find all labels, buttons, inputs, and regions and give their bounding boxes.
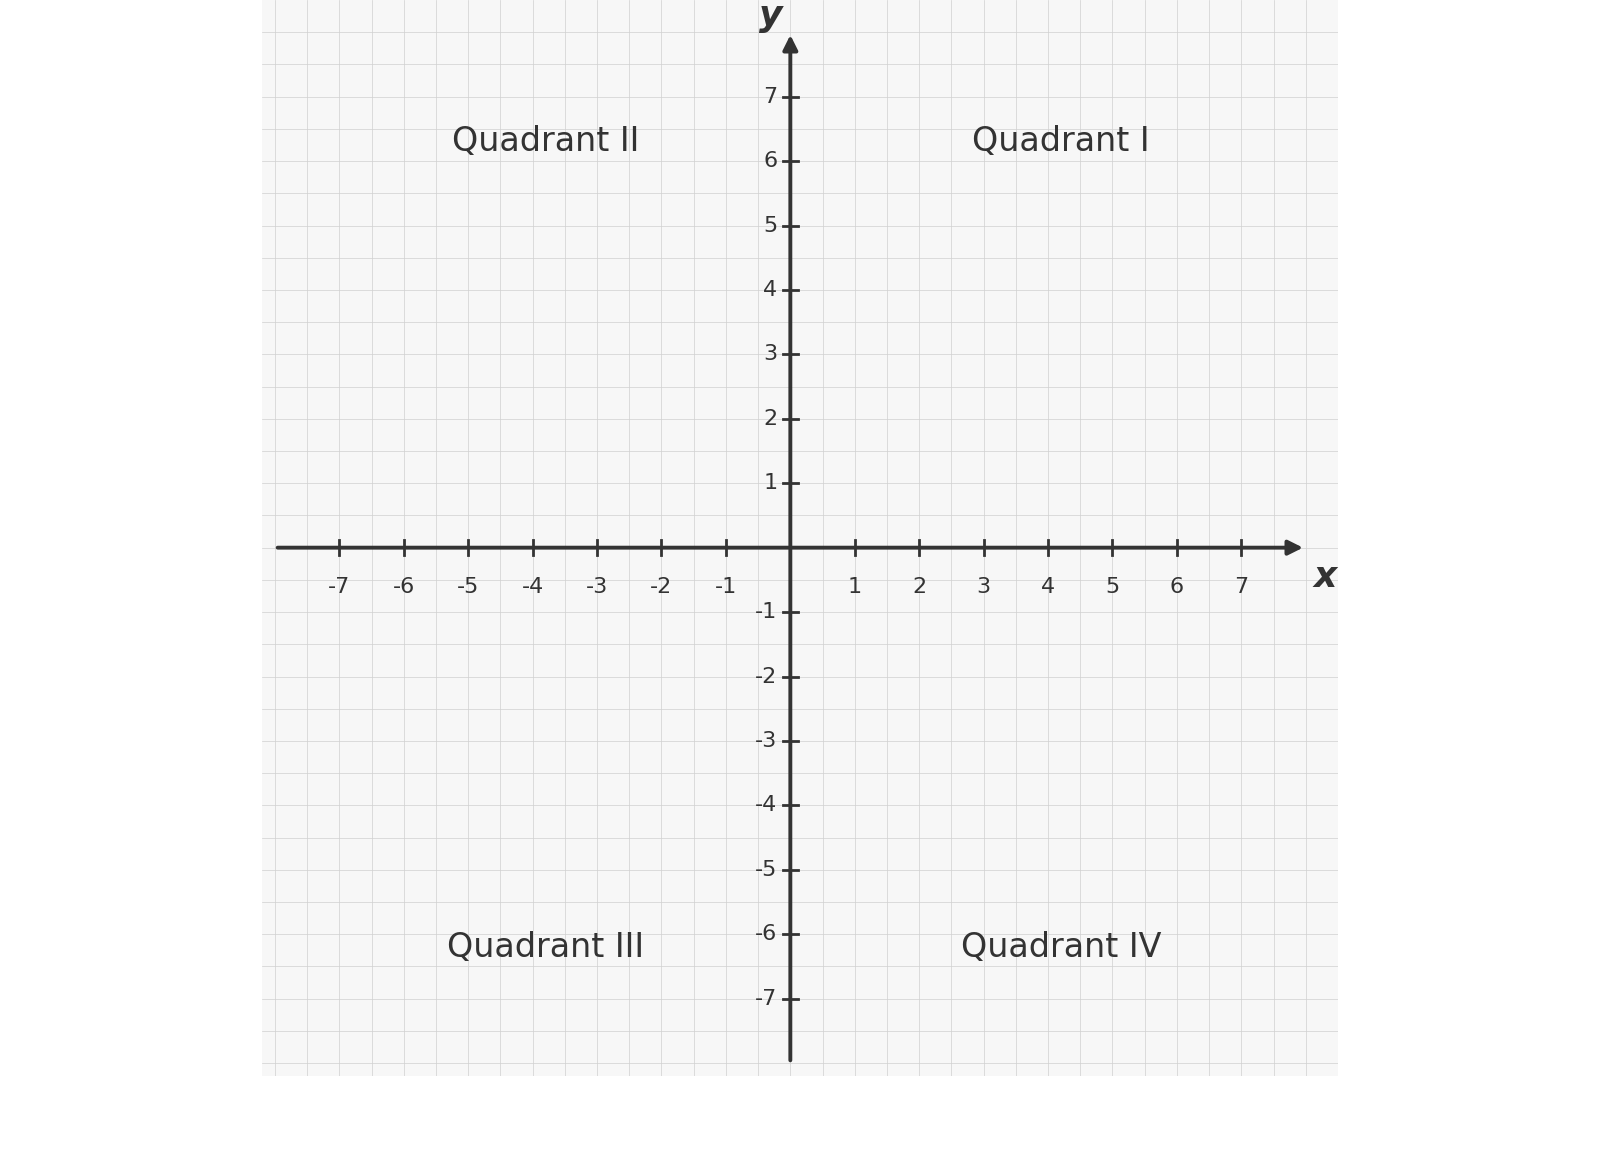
Text: -5: -5 <box>458 576 480 597</box>
Text: 2: 2 <box>912 576 926 597</box>
Text: -6: -6 <box>755 924 778 944</box>
Text: x: x <box>1314 560 1336 594</box>
Text: 6: 6 <box>763 152 778 171</box>
Text: 4: 4 <box>1042 576 1054 597</box>
Text: -3: -3 <box>755 731 778 751</box>
Text: Quadrant IV: Quadrant IV <box>960 930 1162 964</box>
Text: 5: 5 <box>763 215 778 236</box>
Text: 3: 3 <box>976 576 990 597</box>
Text: -2: -2 <box>650 576 672 597</box>
Text: 3: 3 <box>763 345 778 364</box>
Text: y: y <box>760 0 782 34</box>
Text: 5: 5 <box>1106 576 1120 597</box>
Text: 7: 7 <box>763 87 778 106</box>
Text: ID 269230495 © Andrii Ablohin: ID 269230495 © Andrii Ablohin <box>1277 1107 1539 1126</box>
Text: 7: 7 <box>1234 576 1248 597</box>
Text: -4: -4 <box>522 576 544 597</box>
Text: 4: 4 <box>763 280 778 300</box>
Text: -3: -3 <box>586 576 608 597</box>
Text: 2: 2 <box>763 408 778 429</box>
Text: -5: -5 <box>755 860 778 879</box>
Text: 1: 1 <box>848 576 862 597</box>
Text: -7: -7 <box>328 576 350 597</box>
Text: dreamstime.com: dreamstime.com <box>45 1107 211 1126</box>
Text: -2: -2 <box>755 666 778 686</box>
Text: 6: 6 <box>1170 576 1184 597</box>
Text: Quadrant II: Quadrant II <box>451 125 638 159</box>
Text: -7: -7 <box>755 989 778 1009</box>
Text: -4: -4 <box>755 795 778 816</box>
Text: Quadrant I: Quadrant I <box>973 125 1150 159</box>
Text: -1: -1 <box>755 602 778 622</box>
Text: 1: 1 <box>763 473 778 493</box>
Text: Quadrant III: Quadrant III <box>446 930 645 964</box>
Text: -1: -1 <box>715 576 738 597</box>
Text: -6: -6 <box>392 576 414 597</box>
